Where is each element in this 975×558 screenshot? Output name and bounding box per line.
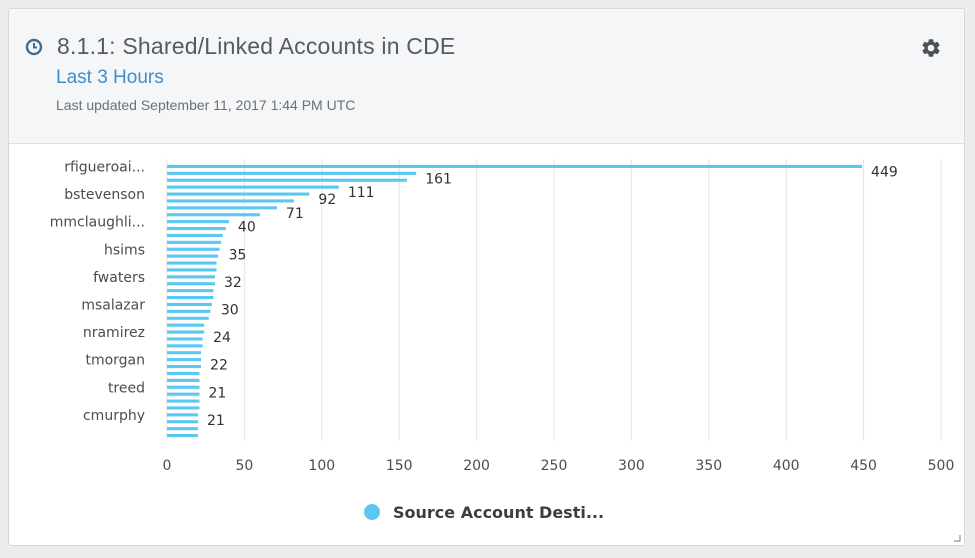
data-label: 32 (224, 275, 242, 291)
bar (167, 220, 229, 224)
bar (167, 330, 205, 334)
data-label: 111 (348, 185, 375, 201)
bar (167, 226, 226, 231)
y-category-label: tmorgan (85, 353, 145, 369)
bar (167, 337, 203, 341)
bar (167, 413, 198, 417)
data-label: 92 (318, 192, 336, 208)
x-tick-label: 150 (386, 458, 413, 474)
x-tick-label: 500 (928, 458, 955, 474)
bar (167, 164, 863, 169)
time-range-link[interactable]: Last 3 Hours (56, 67, 164, 88)
bar (167, 385, 200, 389)
bar (167, 364, 202, 369)
bar (167, 351, 202, 355)
bar (167, 233, 223, 238)
y-category-label: mmclaughli... (50, 215, 145, 231)
bar (167, 289, 214, 293)
bar (167, 378, 200, 382)
y-category-label: msalazar (81, 297, 145, 313)
panel-header: 8.1.1: Shared/Linked Accounts in CDE Las… (9, 9, 964, 144)
bar (167, 323, 205, 327)
x-tick-label: 300 (618, 458, 645, 474)
y-category-label: nramirez (83, 325, 145, 341)
bar (167, 344, 203, 348)
x-tick-label: 450 (850, 458, 877, 474)
bar (167, 178, 407, 182)
x-tick-label: 350 (695, 458, 722, 474)
title-row: 8.1.1: Shared/Linked Accounts in CDE (25, 33, 455, 60)
bar (167, 406, 200, 410)
data-label: 30 (221, 302, 239, 318)
x-tick-label: 50 (235, 458, 253, 474)
bar (167, 254, 219, 258)
data-label: 24 (213, 330, 231, 346)
bar (167, 192, 310, 196)
bar (167, 420, 198, 424)
x-tick-label: 400 (773, 458, 800, 474)
x-tick-label: 200 (463, 458, 490, 474)
bar (167, 371, 200, 376)
resize-handle-icon[interactable] (953, 534, 961, 542)
bar-chart: 0 50 100 150 200 250 300 350 400 450 500 rfigueroai… (50, 159, 955, 522)
data-label: 21 (209, 385, 227, 401)
bar (167, 261, 217, 265)
data-label: 21 (207, 413, 225, 429)
dashboard-panel: 8.1.1: Shared/Linked Accounts in CDE Las… (8, 8, 965, 546)
panel-title: 8.1.1: Shared/Linked Accounts in CDE (57, 33, 456, 59)
bar (167, 247, 220, 251)
bar (167, 302, 212, 307)
clock-icon (25, 38, 43, 55)
legend-label: Source Account Desti... (393, 503, 604, 522)
y-category-label: treed (108, 380, 145, 396)
x-tick-label: 100 (308, 458, 335, 474)
bar (167, 185, 339, 189)
bar (167, 427, 198, 431)
legend-swatch (364, 504, 380, 520)
last-updated-text: Last updated September 11, 2017 1:44 PM … (56, 97, 356, 113)
y-category-label: fwaters (93, 270, 145, 286)
bar (167, 282, 215, 286)
x-tick-label: 250 (541, 458, 568, 474)
bar (167, 171, 417, 175)
bar (167, 206, 277, 210)
y-category-label: rfigueroai... (64, 159, 145, 175)
data-label: 71 (286, 206, 304, 222)
x-tick-label: 0 (163, 458, 172, 474)
bar (167, 316, 209, 320)
bar (167, 240, 222, 244)
y-category-label: hsims (104, 242, 145, 258)
bar (167, 399, 200, 403)
data-label: 35 (229, 247, 247, 263)
bar (167, 358, 202, 362)
bar (167, 275, 215, 279)
data-label: 161 (425, 171, 452, 187)
y-category-label: bstevenson (64, 187, 145, 203)
data-label: 449 (871, 164, 898, 180)
data-label: 22 (210, 358, 228, 374)
bar (167, 309, 211, 313)
bar (167, 213, 260, 217)
y-category-label: cmurphy (83, 408, 145, 424)
gear-icon[interactable] (920, 37, 942, 59)
bar (167, 433, 198, 438)
bar (167, 392, 200, 396)
bar (167, 268, 217, 272)
data-label: 40 (238, 220, 256, 236)
bar (167, 295, 214, 300)
bar (167, 199, 294, 203)
